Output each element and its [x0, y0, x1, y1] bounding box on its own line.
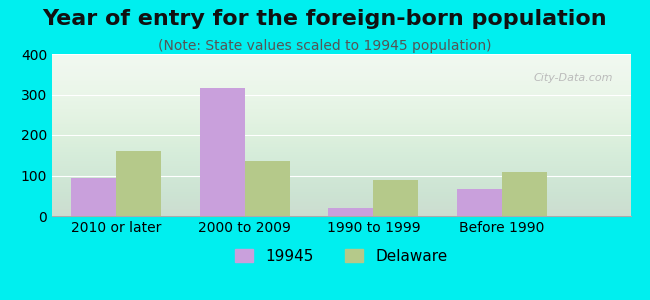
Bar [72, 178, 116, 216]
Bar [328, 208, 373, 216]
Text: (Note: State values scaled to 19945 population): (Note: State values scaled to 19945 popu… [158, 39, 492, 53]
Bar [245, 161, 290, 216]
Legend: 19945, Delaware: 19945, Delaware [229, 243, 454, 270]
Bar [502, 172, 547, 216]
Bar [457, 189, 502, 216]
Bar [373, 179, 419, 216]
Bar [116, 151, 161, 216]
Text: City-Data.com: City-Data.com [534, 74, 613, 83]
Text: Year of entry for the foreign-born population: Year of entry for the foreign-born popul… [43, 9, 607, 29]
Bar [200, 88, 245, 216]
